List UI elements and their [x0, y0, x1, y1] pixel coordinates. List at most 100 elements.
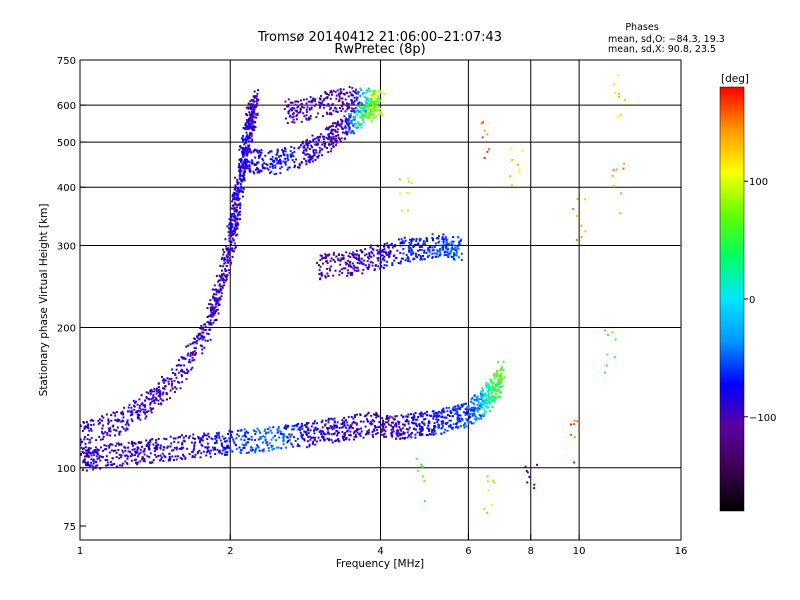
- echo-point: [437, 237, 440, 240]
- echo-point: [410, 253, 413, 256]
- echo-point: [325, 136, 328, 139]
- echo-point: [184, 358, 187, 361]
- echo-point: [177, 363, 180, 366]
- echo-point: [480, 417, 483, 420]
- echo-point: [262, 435, 265, 438]
- echo-point: [129, 414, 132, 417]
- echo-point: [224, 238, 227, 241]
- echo-point: [343, 115, 346, 118]
- echo-point: [442, 240, 445, 243]
- echo-point: [241, 180, 244, 183]
- echo-point: [192, 437, 195, 440]
- echo-point: [340, 126, 343, 129]
- echo-point: [238, 213, 241, 216]
- echo-point: [270, 438, 273, 441]
- echo-point: [235, 198, 238, 201]
- echo-point: [622, 167, 625, 170]
- echo-point: [88, 449, 91, 452]
- echo-point: [252, 106, 255, 109]
- echo-point: [340, 105, 343, 108]
- echo-point: [338, 254, 341, 257]
- echo-point: [135, 452, 138, 455]
- echo-point: [143, 404, 146, 407]
- echo-point: [427, 428, 430, 431]
- echo-point: [491, 389, 494, 392]
- echo-point: [242, 135, 245, 138]
- echo-point: [341, 100, 344, 103]
- echo-point: [151, 461, 154, 464]
- echo-point: [346, 105, 349, 108]
- colorbar-label: [deg]: [721, 73, 749, 85]
- echo-point: [260, 151, 263, 154]
- echo-point: [209, 309, 212, 312]
- echo-point: [466, 407, 469, 410]
- echo-point: [292, 112, 295, 115]
- echo-point: [305, 108, 308, 111]
- echo-point: [239, 207, 242, 210]
- echo-point: [197, 450, 200, 453]
- echo-point: [189, 361, 192, 364]
- echo-point: [401, 427, 404, 430]
- echo-point: [193, 456, 196, 459]
- echo-point: [259, 153, 262, 156]
- echo-point: [406, 431, 409, 434]
- echo-point: [158, 391, 161, 394]
- echo-point: [318, 136, 321, 139]
- echo-point: [307, 432, 310, 435]
- echo-point: [411, 238, 414, 241]
- echo-point: [248, 144, 251, 147]
- echo-point: [390, 431, 393, 434]
- echo-point: [332, 142, 335, 145]
- echo-point: [360, 257, 363, 260]
- echo-point: [491, 385, 494, 388]
- echo-point: [399, 252, 402, 255]
- echo-point: [342, 258, 345, 261]
- echo-point: [248, 119, 251, 122]
- echo-point: [188, 360, 191, 363]
- echo-point: [173, 379, 176, 382]
- echo-point: [239, 158, 242, 161]
- echo-point: [445, 248, 448, 251]
- echo-point: [282, 433, 285, 436]
- echo-point: [155, 439, 158, 442]
- echo-point: [232, 250, 235, 253]
- echo-point: [324, 423, 327, 426]
- echo-point: [446, 249, 449, 252]
- echo-point: [262, 450, 265, 453]
- echo-point: [480, 393, 483, 396]
- echo-point: [326, 272, 329, 275]
- echo-point: [286, 436, 289, 439]
- echo-point: [224, 437, 227, 440]
- echo-point: [251, 122, 254, 125]
- echo-point: [209, 319, 212, 322]
- echo-point: [175, 376, 178, 379]
- echo-point: [110, 414, 113, 417]
- echo-point: [392, 430, 395, 433]
- echo-point: [313, 137, 316, 140]
- echo-point: [330, 143, 333, 146]
- echo-point: [386, 417, 389, 420]
- echo-point: [341, 419, 344, 422]
- echo-point: [81, 429, 84, 432]
- echo-point: [396, 429, 399, 432]
- echo-point: [120, 412, 123, 415]
- echo-point: [101, 438, 104, 441]
- echo-point: [321, 148, 324, 151]
- echo-point: [202, 328, 205, 331]
- echo-point: [341, 107, 344, 110]
- echo-point: [355, 122, 358, 125]
- x-tick-label: 10: [573, 546, 586, 557]
- echo-point: [279, 432, 282, 435]
- echo-point: [239, 160, 242, 163]
- echo-point: [269, 429, 272, 432]
- echo-point: [231, 237, 234, 240]
- echo-point: [127, 424, 130, 427]
- echo-point: [414, 252, 417, 255]
- echo-point: [455, 250, 458, 253]
- echo-point: [179, 456, 182, 459]
- echo-point: [452, 244, 455, 247]
- echo-point: [291, 109, 294, 112]
- echo-point: [516, 163, 519, 166]
- echo-point: [170, 380, 173, 383]
- echo-point: [93, 453, 96, 456]
